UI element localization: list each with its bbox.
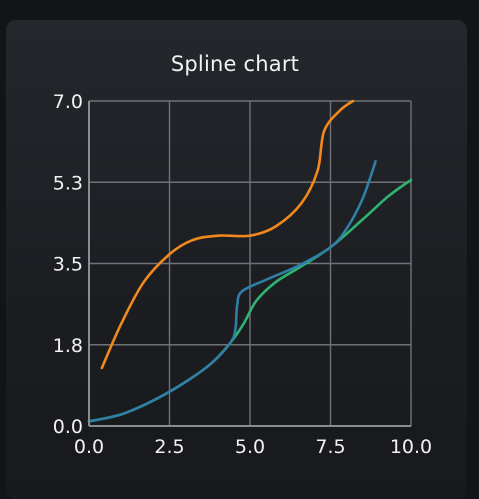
y-tick-label: 7.0: [53, 91, 83, 113]
chart-title: Spline chart: [170, 52, 300, 76]
chart-card: [6, 20, 467, 499]
series-line-blue: [87, 160, 377, 423]
x-tick-label: 5.0: [235, 436, 265, 458]
series-line-orange: [100, 99, 355, 370]
x-tick-label: 2.5: [154, 436, 184, 458]
tick-labels: 0.0 2.5 5.0 7.5 10.0 0.0 1.8 3.5 5.3 7.0: [53, 91, 432, 458]
grid-lines: [88, 100, 412, 427]
x-tick-label: 7.5: [315, 436, 345, 458]
x-tick-label: 0.0: [74, 436, 104, 458]
y-tick-label: 3.5: [53, 254, 83, 276]
y-tick-label: 5.3: [53, 172, 83, 194]
x-tick-label: 10.0: [390, 436, 432, 458]
y-tick-label: 1.8: [53, 335, 83, 357]
series-lines: [87, 99, 413, 423]
axes: [88, 101, 411, 427]
y-tick-label: 0.0: [53, 416, 83, 438]
